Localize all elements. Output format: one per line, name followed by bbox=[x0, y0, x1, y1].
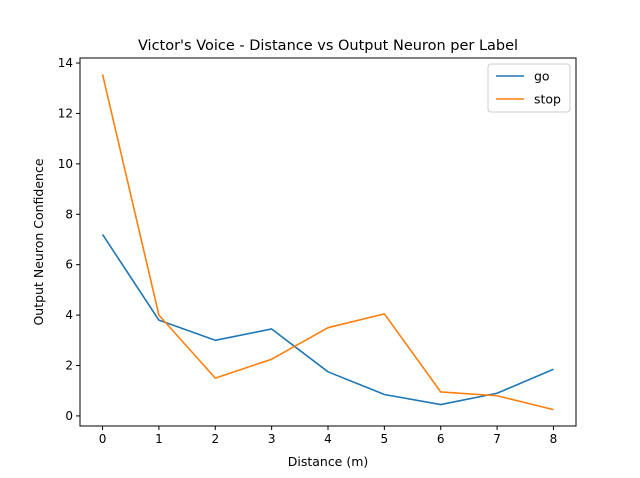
y-tick-label: 12 bbox=[58, 106, 73, 120]
y-tick-label: 6 bbox=[65, 258, 73, 272]
x-tick-label: 1 bbox=[155, 432, 163, 446]
y-tick-label: 4 bbox=[65, 308, 73, 322]
x-tick-label: 0 bbox=[99, 432, 107, 446]
x-tick-label: 3 bbox=[268, 432, 276, 446]
y-tick-label: 0 bbox=[65, 409, 73, 423]
x-tick-label: 6 bbox=[437, 432, 445, 446]
legend-label-stop: stop bbox=[534, 92, 561, 107]
y-tick-label: 10 bbox=[58, 157, 73, 171]
x-tick-label: 2 bbox=[211, 432, 219, 446]
x-tick-label: 8 bbox=[550, 432, 558, 446]
x-tick-label: 4 bbox=[324, 432, 332, 446]
x-tick-label: 7 bbox=[493, 432, 501, 446]
y-axis-label: Output Neuron Confidence bbox=[31, 158, 46, 325]
x-tick-label: 5 bbox=[381, 432, 389, 446]
legend-label-go: go bbox=[534, 69, 550, 84]
y-tick-label: 2 bbox=[65, 359, 73, 373]
x-axis-label: Distance (m) bbox=[288, 454, 369, 469]
chart-title: Victor's Voice - Distance vs Output Neur… bbox=[138, 38, 518, 54]
y-tick-label: 14 bbox=[58, 56, 73, 70]
y-tick-label: 8 bbox=[65, 207, 73, 221]
